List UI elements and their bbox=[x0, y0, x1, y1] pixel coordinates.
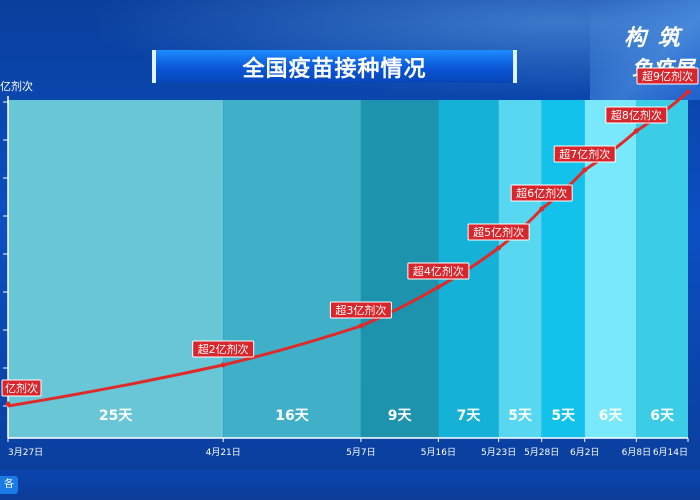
data-point bbox=[358, 323, 364, 329]
data-point bbox=[435, 284, 441, 290]
point-label: 超8亿剂次 bbox=[611, 108, 662, 122]
x-tick-label: 4月21日 bbox=[206, 447, 241, 458]
data-point bbox=[220, 362, 226, 368]
x-tick-label: 6月14日 bbox=[653, 447, 688, 458]
x-tick-label: 5月16日 bbox=[421, 447, 456, 458]
point-label: 超5亿剂次 bbox=[473, 225, 524, 239]
x-tick-label: 5月23日 bbox=[481, 447, 516, 458]
interval-label: 6天 bbox=[599, 408, 624, 424]
point-label: 超9亿剂次 bbox=[642, 69, 693, 83]
interval-label: 5天 bbox=[551, 408, 576, 424]
point-label-box bbox=[192, 340, 255, 358]
interval-label: 25天 bbox=[99, 408, 133, 424]
interval-band bbox=[223, 100, 361, 438]
x-tick-label: 6月8日 bbox=[622, 447, 651, 458]
point-label: 亿剂次 bbox=[5, 381, 38, 395]
data-point bbox=[582, 167, 588, 173]
point-label-box bbox=[510, 184, 573, 202]
title-bar: 全国疫苗接种情况 bbox=[152, 50, 517, 83]
point-label-box bbox=[329, 301, 392, 319]
x-tick-label: 6月2日 bbox=[570, 447, 599, 458]
point-label-box bbox=[467, 223, 530, 241]
interval-label: 6天 bbox=[650, 408, 675, 424]
point-label: 超3亿剂次 bbox=[335, 303, 386, 317]
vaccination-chart: 25天 16天 9天 7天 5天 5天 6天 6天 3月27日 4月21日 5月7日 5月16日 5月2… bbox=[1, 67, 699, 458]
x-tick-label: 5月28日 bbox=[524, 447, 559, 458]
x-tick-label: 3月27日 bbox=[8, 447, 43, 458]
bottom-strip bbox=[0, 470, 700, 500]
data-point bbox=[5, 401, 11, 407]
data-point bbox=[539, 206, 545, 212]
point-label: 超2亿剂次 bbox=[198, 342, 249, 356]
point-label-box bbox=[407, 262, 470, 280]
corner-title-line1: 构 筑 bbox=[624, 26, 682, 51]
interval-band bbox=[636, 100, 688, 438]
x-tick-label: 5月7日 bbox=[346, 447, 375, 458]
data-point bbox=[685, 89, 691, 95]
point-label: 超4亿剂次 bbox=[413, 264, 464, 278]
interval-band bbox=[8, 100, 224, 438]
interval-band bbox=[498, 100, 542, 438]
interval-label: 7天 bbox=[457, 408, 482, 424]
data-point bbox=[633, 128, 639, 134]
page-title: 全国疫苗接种情况 bbox=[242, 56, 427, 82]
point-label: 超6亿剂次 bbox=[516, 186, 567, 200]
point-label-box bbox=[1, 379, 42, 397]
point-label-box bbox=[636, 67, 699, 85]
data-point bbox=[496, 245, 502, 251]
interval-label: 16天 bbox=[275, 408, 309, 424]
point-label: 超7亿剂次 bbox=[559, 147, 610, 161]
point-label-box bbox=[553, 145, 616, 163]
interval-label: 9天 bbox=[388, 408, 413, 424]
point-label-box bbox=[605, 106, 668, 124]
interval-label: 5天 bbox=[508, 408, 533, 424]
bottom-tab[interactable]: 各 bbox=[0, 476, 18, 494]
y-axis-unit-label: 亿剂次 bbox=[0, 80, 33, 93]
